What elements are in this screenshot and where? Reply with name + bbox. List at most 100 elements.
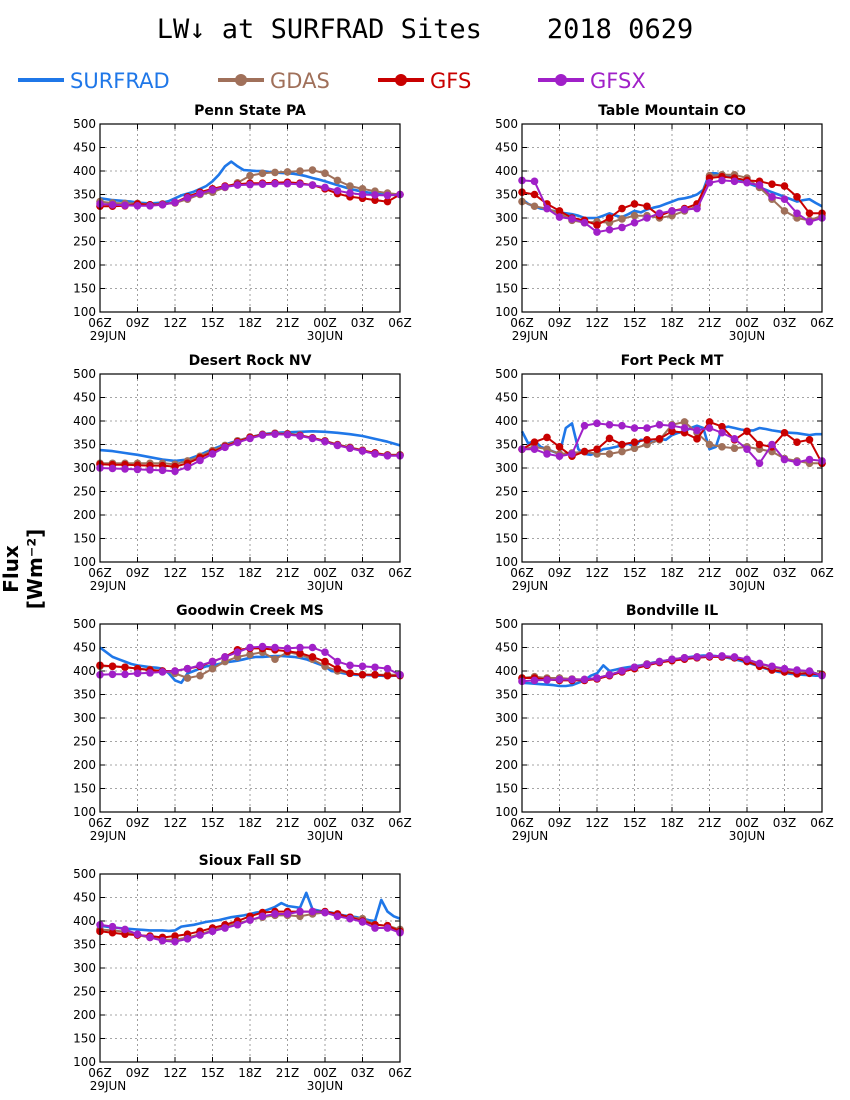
data-point-gfsx xyxy=(680,205,689,214)
data-point-gfsx xyxy=(296,643,304,652)
legend-label: GFS xyxy=(430,69,471,93)
data-point-gfsx xyxy=(718,176,726,185)
data-point-gfs xyxy=(108,662,117,671)
x-tick-label: 09Z xyxy=(126,1066,150,1080)
x-tick-label: 03Z xyxy=(773,316,797,330)
data-point-gfsx xyxy=(618,223,626,232)
data-point-gdas xyxy=(358,185,367,193)
y-tick-label: 250 xyxy=(73,735,96,749)
x-tick-label: 03Z xyxy=(773,816,797,830)
data-point-gfs xyxy=(743,427,751,436)
data-point-gdas xyxy=(630,211,639,220)
data-point-gfsx xyxy=(543,450,551,458)
data-point-gfsx xyxy=(171,937,179,946)
data-point-gfsx xyxy=(183,664,192,673)
legend-label: SURFRAD xyxy=(70,69,170,93)
date-label: 29JUN xyxy=(90,579,127,593)
data-point-gfsx xyxy=(358,447,367,455)
data-point-gfsx xyxy=(680,654,689,662)
date-label: 29JUN xyxy=(512,829,549,843)
y-tick-label: 350 xyxy=(73,188,96,202)
x-tick-label: 00Z xyxy=(735,566,759,580)
data-point-gfs xyxy=(555,443,564,451)
data-point-gfsx xyxy=(383,191,392,200)
data-point-gfsx xyxy=(618,421,626,430)
data-point-gfsx xyxy=(321,648,329,656)
data-point-gfsx xyxy=(346,914,354,923)
panel-title: Desert Rock NV xyxy=(189,353,312,369)
x-tick-label: 18Z xyxy=(238,316,262,330)
data-point-gfsx xyxy=(308,181,317,189)
data-point-gfsx xyxy=(133,930,142,938)
y-tick-label: 300 xyxy=(495,211,518,225)
legend-entry-surfrad: SURFRAD xyxy=(18,69,170,93)
x-tick-label: 15Z xyxy=(623,816,647,830)
data-point-gfsx xyxy=(693,426,701,435)
x-tick-label: 06Z xyxy=(388,316,412,330)
data-point-gfsx xyxy=(643,214,651,222)
y-tick-label: 200 xyxy=(73,758,96,772)
y-tick-label: 400 xyxy=(73,414,96,428)
data-point-gfsx xyxy=(208,450,217,458)
date-label: 29JUN xyxy=(90,1079,127,1093)
data-point-gfs xyxy=(121,663,129,672)
y-tick-label: 250 xyxy=(73,235,96,249)
data-point-gfsx xyxy=(221,443,229,452)
data-point-gfs xyxy=(580,447,589,456)
data-point-gfsx xyxy=(283,430,292,439)
data-point-gfsx xyxy=(718,428,726,437)
x-tick-label: 09Z xyxy=(126,316,150,330)
data-point-gfsx xyxy=(605,420,614,429)
y-tick-label: 300 xyxy=(73,211,96,225)
data-point-gfsx xyxy=(333,186,342,195)
x-tick-label: 00Z xyxy=(313,816,337,830)
data-point-gfs xyxy=(308,653,317,661)
y-tick-label: 350 xyxy=(73,688,96,702)
chart-panel: Desert Rock NV 100 150 200 250 300 350 400 450 50… xyxy=(73,353,412,593)
y-tick-label: 500 xyxy=(73,617,96,631)
data-point-gfsx xyxy=(530,177,539,186)
data-point-gfsx xyxy=(146,669,154,677)
data-point-gfsx xyxy=(271,910,279,918)
data-point-gfs xyxy=(655,435,664,443)
data-point-gfsx xyxy=(283,179,292,188)
x-tick-label: 03Z xyxy=(351,566,375,580)
data-point-gfsx xyxy=(333,912,342,921)
data-point-gfs xyxy=(383,671,392,680)
data-point-gfsx xyxy=(655,657,664,666)
data-point-gfs xyxy=(296,649,304,657)
y-tick-label: 100 xyxy=(73,555,96,569)
legend-entry-gfsx: GFSX xyxy=(538,69,646,93)
data-point-gfs xyxy=(705,418,714,426)
data-point-gfsx xyxy=(593,228,601,236)
data-point-gfs xyxy=(371,670,379,679)
x-tick-label: 12Z xyxy=(585,316,609,330)
data-point-gfsx xyxy=(321,437,329,446)
data-point-gdas xyxy=(680,418,689,426)
data-point-gfs xyxy=(618,440,626,449)
data-point-gfsx xyxy=(233,181,242,189)
plot-frame xyxy=(521,123,823,313)
data-point-gfsx xyxy=(655,420,664,429)
data-point-gdas xyxy=(296,167,304,175)
x-tick-label: 18Z xyxy=(238,1066,262,1080)
data-point-gfsx xyxy=(196,931,204,939)
date-label: 30JUN xyxy=(729,329,766,343)
data-point-gfsx xyxy=(568,215,576,223)
plot-frame xyxy=(99,123,401,313)
data-point-gfsx xyxy=(580,218,589,227)
data-point-gfs xyxy=(618,204,626,213)
data-point-gfsx xyxy=(158,668,167,676)
data-point-gfsx xyxy=(133,465,142,474)
data-point-gfsx xyxy=(233,438,242,447)
x-tick-label: 03Z xyxy=(351,316,375,330)
panel-title: Goodwin Creek MS xyxy=(176,603,324,619)
data-point-gfsx xyxy=(296,180,304,188)
y-tick-label: 500 xyxy=(495,117,518,131)
data-point-gfs xyxy=(793,438,801,446)
x-tick-label: 06Z xyxy=(810,566,834,580)
data-point-gfsx xyxy=(568,450,576,458)
data-point-gfsx xyxy=(283,910,292,918)
data-point-gfsx xyxy=(543,204,551,213)
data-point-gfsx xyxy=(780,664,789,673)
